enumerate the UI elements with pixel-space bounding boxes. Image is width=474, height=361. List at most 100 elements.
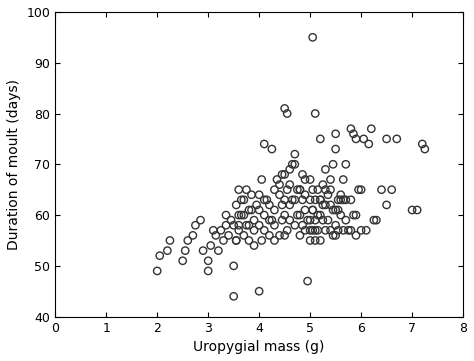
- Point: [271, 238, 278, 243]
- Point: [370, 217, 378, 223]
- Point: [276, 192, 283, 198]
- Point: [332, 222, 339, 228]
- Point: [197, 217, 204, 223]
- Point: [281, 105, 288, 111]
- Point: [268, 146, 276, 152]
- Point: [299, 171, 306, 177]
- Point: [327, 227, 334, 233]
- Point: [260, 212, 268, 218]
- Point: [319, 202, 327, 208]
- Point: [317, 197, 324, 203]
- Point: [286, 166, 293, 172]
- Point: [309, 34, 317, 40]
- Point: [260, 141, 268, 147]
- Point: [306, 217, 314, 223]
- Point: [182, 248, 189, 253]
- Point: [388, 187, 395, 192]
- Point: [265, 217, 273, 223]
- Point: [329, 232, 337, 238]
- Point: [235, 222, 243, 228]
- Point: [311, 238, 319, 243]
- Point: [347, 126, 355, 132]
- Point: [317, 136, 324, 142]
- Point: [327, 177, 334, 182]
- Point: [286, 217, 293, 223]
- Point: [306, 177, 314, 182]
- Point: [258, 238, 265, 243]
- Point: [342, 161, 350, 167]
- Point: [304, 217, 311, 223]
- Point: [311, 110, 319, 116]
- Point: [289, 197, 296, 203]
- Point: [419, 141, 426, 147]
- Point: [421, 146, 428, 152]
- Point: [281, 171, 288, 177]
- Point: [324, 217, 332, 223]
- Point: [322, 187, 329, 192]
- Point: [283, 110, 291, 116]
- Point: [301, 177, 309, 182]
- Point: [278, 202, 286, 208]
- Point: [283, 227, 291, 233]
- Point: [314, 227, 321, 233]
- Point: [339, 177, 347, 182]
- Point: [291, 222, 299, 228]
- Point: [268, 217, 276, 223]
- Point: [243, 222, 250, 228]
- Point: [265, 202, 273, 208]
- Point: [324, 192, 332, 198]
- Point: [286, 182, 293, 187]
- Point: [237, 197, 245, 203]
- Point: [265, 232, 273, 238]
- Point: [301, 192, 309, 198]
- Point: [248, 192, 255, 198]
- Point: [237, 212, 245, 218]
- Point: [230, 293, 237, 299]
- Point: [271, 207, 278, 213]
- Point: [179, 258, 186, 264]
- Point: [334, 227, 342, 233]
- Point: [306, 227, 314, 233]
- Point: [278, 171, 286, 177]
- Point: [255, 192, 263, 198]
- Point: [240, 232, 247, 238]
- Point: [317, 212, 324, 218]
- Point: [296, 187, 304, 192]
- Point: [327, 187, 334, 192]
- X-axis label: Uropygial mass (g): Uropygial mass (g): [193, 340, 325, 354]
- Point: [365, 141, 373, 147]
- Point: [204, 268, 212, 274]
- Point: [293, 187, 301, 192]
- Point: [283, 187, 291, 192]
- Point: [378, 187, 385, 192]
- Point: [260, 227, 268, 233]
- Point: [230, 263, 237, 269]
- Point: [271, 222, 278, 228]
- Point: [311, 197, 319, 203]
- Point: [408, 207, 416, 213]
- Point: [232, 238, 240, 243]
- Point: [253, 202, 260, 208]
- Point: [357, 227, 365, 233]
- Point: [347, 227, 355, 233]
- Point: [235, 187, 243, 192]
- Point: [276, 232, 283, 238]
- Point: [240, 197, 247, 203]
- Point: [311, 227, 319, 233]
- Point: [278, 217, 286, 223]
- Point: [154, 268, 161, 274]
- Point: [291, 197, 299, 203]
- Point: [240, 212, 247, 218]
- Point: [217, 227, 225, 233]
- Point: [352, 136, 360, 142]
- Point: [339, 227, 347, 233]
- Point: [317, 197, 324, 203]
- Point: [291, 151, 299, 157]
- Point: [255, 207, 263, 213]
- Point: [222, 212, 230, 218]
- Point: [166, 238, 174, 243]
- Point: [273, 177, 281, 182]
- Point: [228, 217, 235, 223]
- Point: [301, 227, 309, 233]
- Point: [301, 207, 309, 213]
